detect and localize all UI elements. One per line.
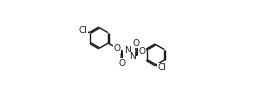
Text: Cl: Cl [158,63,167,72]
Text: O: O [133,39,140,48]
Text: O: O [139,47,146,56]
Text: N: N [124,46,131,55]
Text: N: N [129,52,135,61]
Text: Cl: Cl [78,26,87,35]
Text: O: O [118,59,125,68]
Text: O: O [114,44,121,53]
